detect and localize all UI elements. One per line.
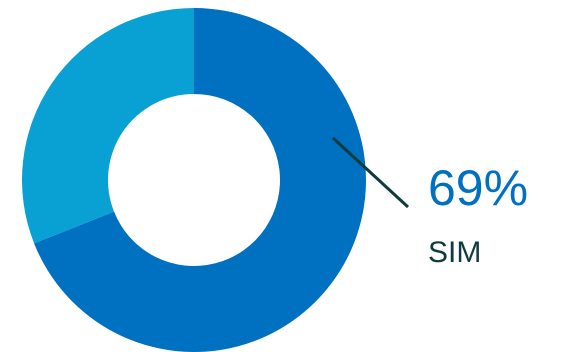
leader-line [331, 136, 410, 209]
donut-slices [21, 8, 367, 352]
donut-slice-other [21, 8, 195, 244]
donut-slice-sim [34, 8, 367, 352]
slice-category-label: SIM [428, 236, 482, 269]
slice-percent-label: 69% [428, 160, 529, 216]
